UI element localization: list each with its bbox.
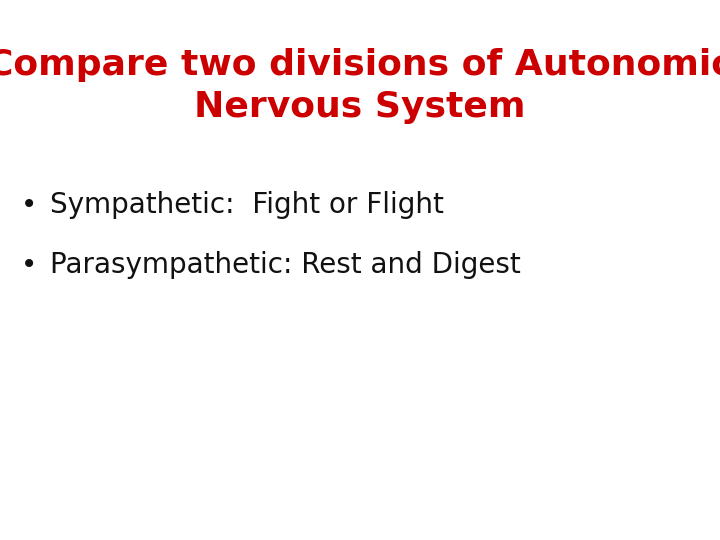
Text: •: •: [21, 251, 37, 279]
Text: Parasympathetic: Rest and Digest: Parasympathetic: Rest and Digest: [50, 251, 521, 279]
Text: Compare two divisions of Autonomic
Nervous System: Compare two divisions of Autonomic Nervo…: [0, 49, 720, 124]
Text: Sympathetic:  Fight or Flight: Sympathetic: Fight or Flight: [50, 191, 444, 219]
Text: •: •: [21, 191, 37, 219]
